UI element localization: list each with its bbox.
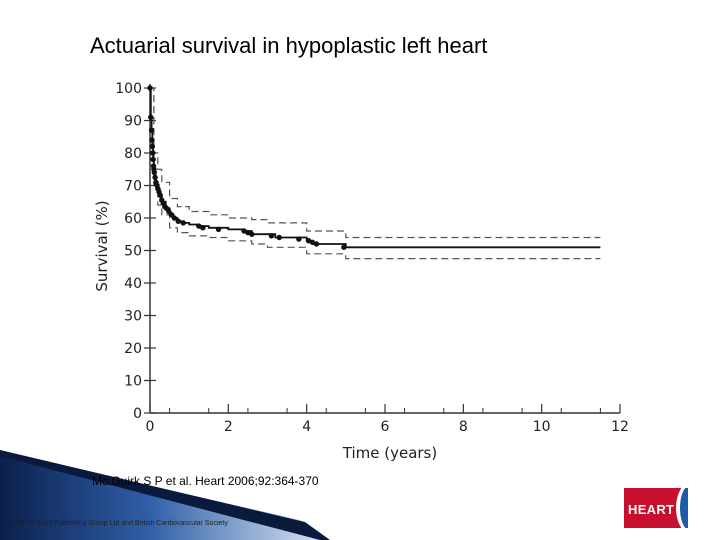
tick-labels: 0 10 20 30 40 50 60 70 80 90 100 0 2 4 6 8 10 12 bbox=[115, 81, 629, 435]
x-axis-label: Time (years) bbox=[342, 444, 437, 462]
event-marker bbox=[313, 241, 320, 247]
logo-swoosh-blue bbox=[680, 488, 688, 528]
x-tick-label: 8 bbox=[459, 419, 468, 435]
y-tick-label: 60 bbox=[124, 211, 142, 227]
x-tick-label: 2 bbox=[224, 419, 233, 435]
x-tick-label: 10 bbox=[533, 419, 551, 435]
survival-lines bbox=[149, 87, 601, 249]
confidence-band-lines bbox=[150, 87, 601, 260]
event-marker bbox=[200, 225, 206, 231]
event-marker bbox=[276, 234, 282, 241]
slide-title: Actuarial survival in hypoplastic left h… bbox=[90, 33, 488, 58]
y-tick-label: 70 bbox=[124, 179, 142, 195]
survival-chart: 0 10 20 30 40 50 60 70 80 90 100 0 2 4 6 8 10 12 Time (ye… bbox=[93, 81, 629, 462]
event-marker bbox=[296, 236, 302, 242]
footer-decoration bbox=[0, 450, 330, 540]
event-marker bbox=[150, 150, 156, 156]
event-marker bbox=[175, 218, 181, 224]
event-marker bbox=[150, 156, 156, 163]
event-marker bbox=[180, 220, 186, 226]
survival-estimate-line bbox=[149, 87, 601, 249]
y-tick-label: 50 bbox=[124, 244, 142, 260]
copyright-notice: ©2006 by BMJ Publishing Group Ltd and Br… bbox=[6, 520, 228, 527]
confidence-limit-line bbox=[150, 87, 601, 239]
event-marker bbox=[171, 215, 177, 221]
heart-journal-logo: HEART bbox=[624, 488, 688, 528]
confidence-limit-line bbox=[150, 87, 601, 260]
x-tick-label: 0 bbox=[146, 419, 155, 435]
y-tick-label: 90 bbox=[124, 114, 142, 130]
y-tick-label: 30 bbox=[124, 309, 142, 325]
y-tick-label: 20 bbox=[124, 341, 142, 357]
y-axis-label: Survival (%) bbox=[93, 200, 111, 291]
event-marker bbox=[149, 143, 156, 150]
event-marker bbox=[149, 137, 155, 143]
y-tick-label: 10 bbox=[124, 374, 142, 390]
event-markers bbox=[147, 85, 347, 250]
event-marker bbox=[151, 169, 158, 176]
event-marker bbox=[148, 127, 155, 133]
event-marker bbox=[215, 226, 222, 233]
chart-axes bbox=[144, 84, 621, 414]
event-marker bbox=[341, 244, 347, 250]
x-tick-label: 12 bbox=[611, 419, 629, 435]
y-tick-label: 0 bbox=[133, 406, 142, 422]
event-marker bbox=[148, 114, 154, 120]
event-marker bbox=[268, 233, 275, 239]
event-marker bbox=[249, 231, 255, 237]
x-tick-label: 4 bbox=[302, 419, 311, 435]
y-tick-label: 40 bbox=[124, 276, 142, 292]
x-tick-label: 6 bbox=[381, 419, 390, 435]
event-marker bbox=[147, 85, 153, 91]
event-marker bbox=[152, 174, 158, 181]
y-tick-label: 100 bbox=[115, 81, 142, 97]
logo-text: HEART bbox=[628, 502, 675, 517]
event-marker bbox=[157, 192, 163, 198]
citation: Mc.Guirk S P et al. Heart 2006;92:364-37… bbox=[92, 474, 319, 488]
y-tick-label: 80 bbox=[124, 146, 142, 162]
